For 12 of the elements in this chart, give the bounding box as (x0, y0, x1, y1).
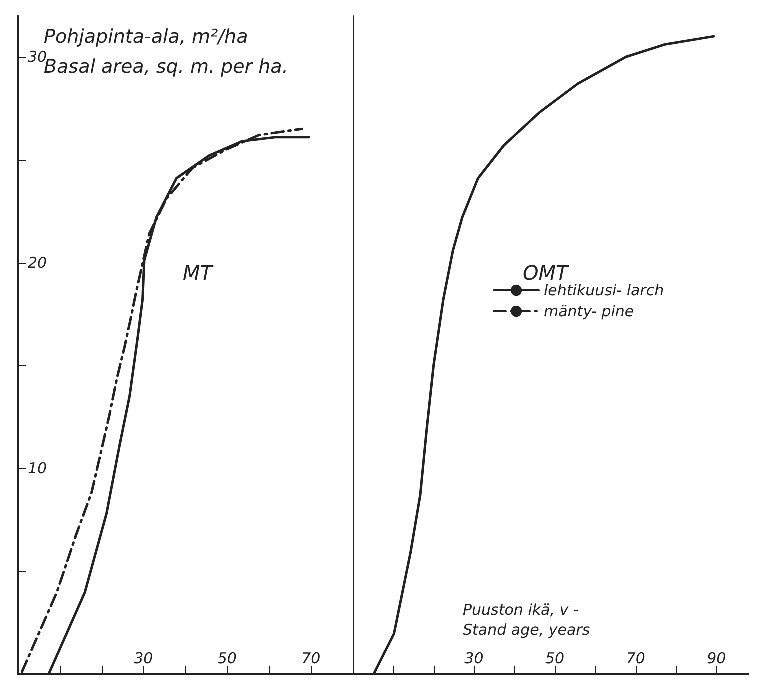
x-tick-label: 70 (302, 650, 321, 668)
x-tick-label: 50 (545, 650, 565, 668)
x-tick-label: 30 (464, 650, 484, 668)
x-tick-label: 70 (626, 650, 646, 668)
x-tick-label: 90 (707, 650, 726, 668)
legend-label: mänty- pine (544, 302, 634, 320)
x-tick-label: 50 (218, 650, 237, 668)
annotation: MT (183, 261, 214, 285)
y-tick-label: 20 (28, 254, 48, 272)
x-tick-label: 30 (134, 650, 154, 668)
x-axis-title: Puuston ikä, v - Stand age, years (463, 601, 590, 639)
y-tick-label: 10 (28, 459, 48, 478)
